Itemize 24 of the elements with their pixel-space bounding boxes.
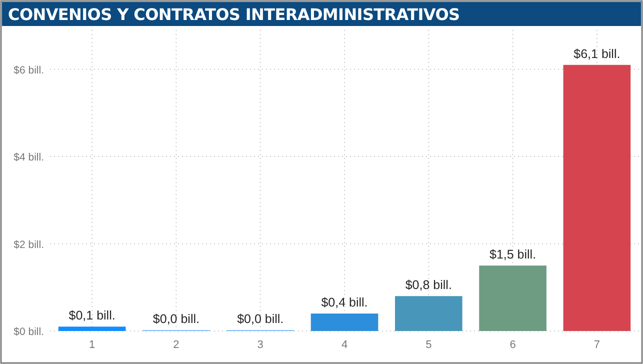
bar	[563, 64, 631, 331]
bar	[310, 314, 378, 331]
data-label: $0,4 bill.	[321, 296, 368, 310]
x-tick-label: 3	[257, 339, 264, 351]
y-tick-label: $6 bill.	[14, 64, 44, 76]
data-label: $0,0 bill.	[152, 312, 200, 326]
y-tick-label: $2 bill.	[14, 238, 44, 251]
bar	[58, 326, 126, 331]
data-label: $1,5 bill.	[490, 248, 536, 262]
data-label: $0,0 bill.	[237, 312, 284, 326]
chart-title: CONVENIOS Y CONTRATOS INTERADMINISTRATIVOS	[8, 5, 460, 24]
x-tick-label: 4	[341, 339, 348, 351]
bar	[479, 266, 546, 331]
x-tick-label: 5	[426, 339, 432, 351]
x-tick-label: 2	[173, 339, 180, 351]
y-tick-label: $4 bill.	[14, 152, 44, 164]
bar	[394, 296, 462, 331]
data-label: $0,8 bill.	[405, 278, 452, 292]
y-tick-label: $0 bill.	[14, 326, 44, 338]
x-tick-label: 6	[510, 339, 516, 351]
x-tick-label: 7	[594, 339, 600, 351]
x-tick-label: 1	[89, 339, 96, 351]
data-label: $6,1 bill.	[574, 46, 620, 61]
data-label: $0,1 bill.	[68, 308, 116, 323]
